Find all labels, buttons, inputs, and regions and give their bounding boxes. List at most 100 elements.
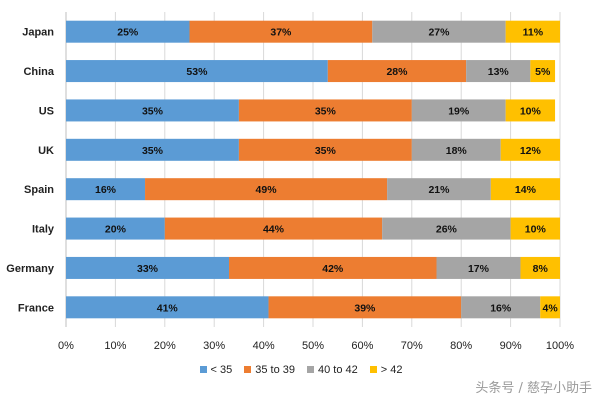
data-label: 16%: [490, 302, 512, 314]
bar-segment: [505, 99, 556, 122]
bar-segment: [411, 99, 506, 122]
gridlines: [65, 12, 561, 327]
legend-swatch: [369, 366, 377, 373]
bar-segment: [530, 60, 556, 83]
x-tick-label: 90%: [500, 340, 522, 352]
bar-segment: [189, 20, 373, 43]
bar-segment: [66, 138, 239, 161]
data-label: 17%: [468, 263, 490, 275]
data-label: 49%: [256, 184, 278, 196]
data-label: 21%: [428, 184, 450, 196]
data-label: 18%: [446, 145, 468, 157]
bar-segment: [520, 256, 560, 279]
data-label: 10%: [520, 105, 542, 117]
data-label: 27%: [428, 27, 450, 39]
bar-segment: [66, 296, 269, 319]
bar-segment: [411, 138, 501, 161]
bar-segment: [66, 256, 230, 279]
data-label: 42%: [322, 263, 344, 275]
data-label: 19%: [448, 105, 470, 117]
data-label: 35%: [315, 105, 337, 117]
bar-segment: [436, 256, 521, 279]
x-tick-label: 0%: [58, 340, 74, 352]
data-label: 39%: [354, 302, 376, 314]
data-label: 37%: [270, 27, 292, 39]
category-label: Italy: [32, 224, 55, 236]
data-label: 20%: [105, 224, 127, 236]
data-label: 35%: [142, 145, 164, 157]
data-label: 35%: [142, 105, 164, 117]
legend-label: 40 to 42: [318, 364, 358, 376]
x-tick-label: 30%: [203, 340, 225, 352]
category-label: US: [39, 105, 54, 117]
data-label: 4%: [543, 302, 559, 314]
data-label: 25%: [117, 27, 139, 39]
bar-segment: [505, 20, 560, 43]
x-tick-label: 60%: [351, 340, 373, 352]
category-label: France: [18, 302, 54, 314]
bar-segment: [66, 178, 146, 201]
bar-segment: [66, 60, 328, 83]
x-tick-label: 10%: [104, 340, 126, 352]
bar-segment: [229, 256, 437, 279]
data-label: 13%: [488, 66, 510, 78]
bar-segment: [372, 20, 506, 43]
labels: 0% 10% 20% 30% 40% 50% 60% 70% 80% 90% 100% Japan 25…: [6, 27, 574, 352]
legend-swatch: [307, 366, 314, 373]
category-label: Spain: [24, 184, 54, 196]
data-label: 12%: [520, 145, 542, 157]
x-tick-label: 70%: [401, 340, 423, 352]
bar-segment: [66, 99, 239, 122]
data-label: 41%: [157, 302, 179, 314]
bar-segment: [268, 296, 462, 319]
watermark: 头条号 / 慈孕小助手: [475, 381, 592, 396]
bar-segment: [490, 178, 560, 201]
bar-segment: [238, 99, 412, 122]
bar-segment: [387, 178, 491, 201]
x-tick-label: 20%: [154, 340, 176, 352]
data-label: 44%: [263, 224, 285, 236]
bar-segment: [466, 60, 531, 83]
bar-segment: [540, 296, 560, 319]
category-label: Germany: [6, 263, 55, 275]
data-label: 28%: [386, 66, 408, 78]
x-tick-label: 50%: [302, 340, 324, 352]
x-tick-label: 40%: [253, 340, 275, 352]
category-label: Japan: [22, 27, 54, 39]
legend-label: > 42: [380, 364, 403, 376]
legend: < 35 35 to 39 40 to 42 > 42: [0, 364, 602, 376]
legend-swatch: [199, 366, 207, 373]
bar-segment: [145, 178, 388, 201]
legend-label: < 35: [210, 364, 233, 376]
data-label: 33%: [137, 263, 159, 275]
data-label: 14%: [515, 184, 537, 196]
legend-item: 40 to 42: [307, 364, 358, 376]
bar-segment: [164, 217, 383, 240]
bar-segment: [238, 138, 412, 161]
data-label: 53%: [186, 66, 208, 78]
legend-label: 35 to 39: [255, 364, 295, 376]
bar-segment: [327, 60, 467, 83]
x-tick-label: 100%: [546, 340, 574, 352]
data-label: 5%: [535, 66, 551, 78]
bar-segment: [500, 138, 560, 161]
data-label: 35%: [315, 145, 337, 157]
legend-item: 35 to 39: [244, 364, 295, 376]
x-tick-label: 80%: [450, 340, 472, 352]
data-label: 16%: [95, 184, 117, 196]
bar-segment: [461, 296, 541, 319]
legend-swatch: [244, 366, 252, 373]
legend-item: > 42: [369, 364, 403, 376]
bar-segment: [66, 20, 190, 43]
category-label: China: [23, 66, 54, 78]
legend-item: < 35: [199, 364, 233, 376]
data-label: 10%: [525, 224, 547, 236]
category-label: UK: [38, 145, 54, 157]
bars: [66, 20, 560, 319]
bar-segment: [66, 217, 165, 240]
bar-segment: [510, 217, 560, 240]
data-label: 8%: [533, 263, 549, 275]
bar-segment: [382, 217, 511, 240]
stacked-bar-chart: 0% 10% 20% 30% 40% 50% 60% 70% 80% 90% 100% Japan 25…: [6, 12, 574, 352]
data-label: 11%: [523, 27, 544, 39]
